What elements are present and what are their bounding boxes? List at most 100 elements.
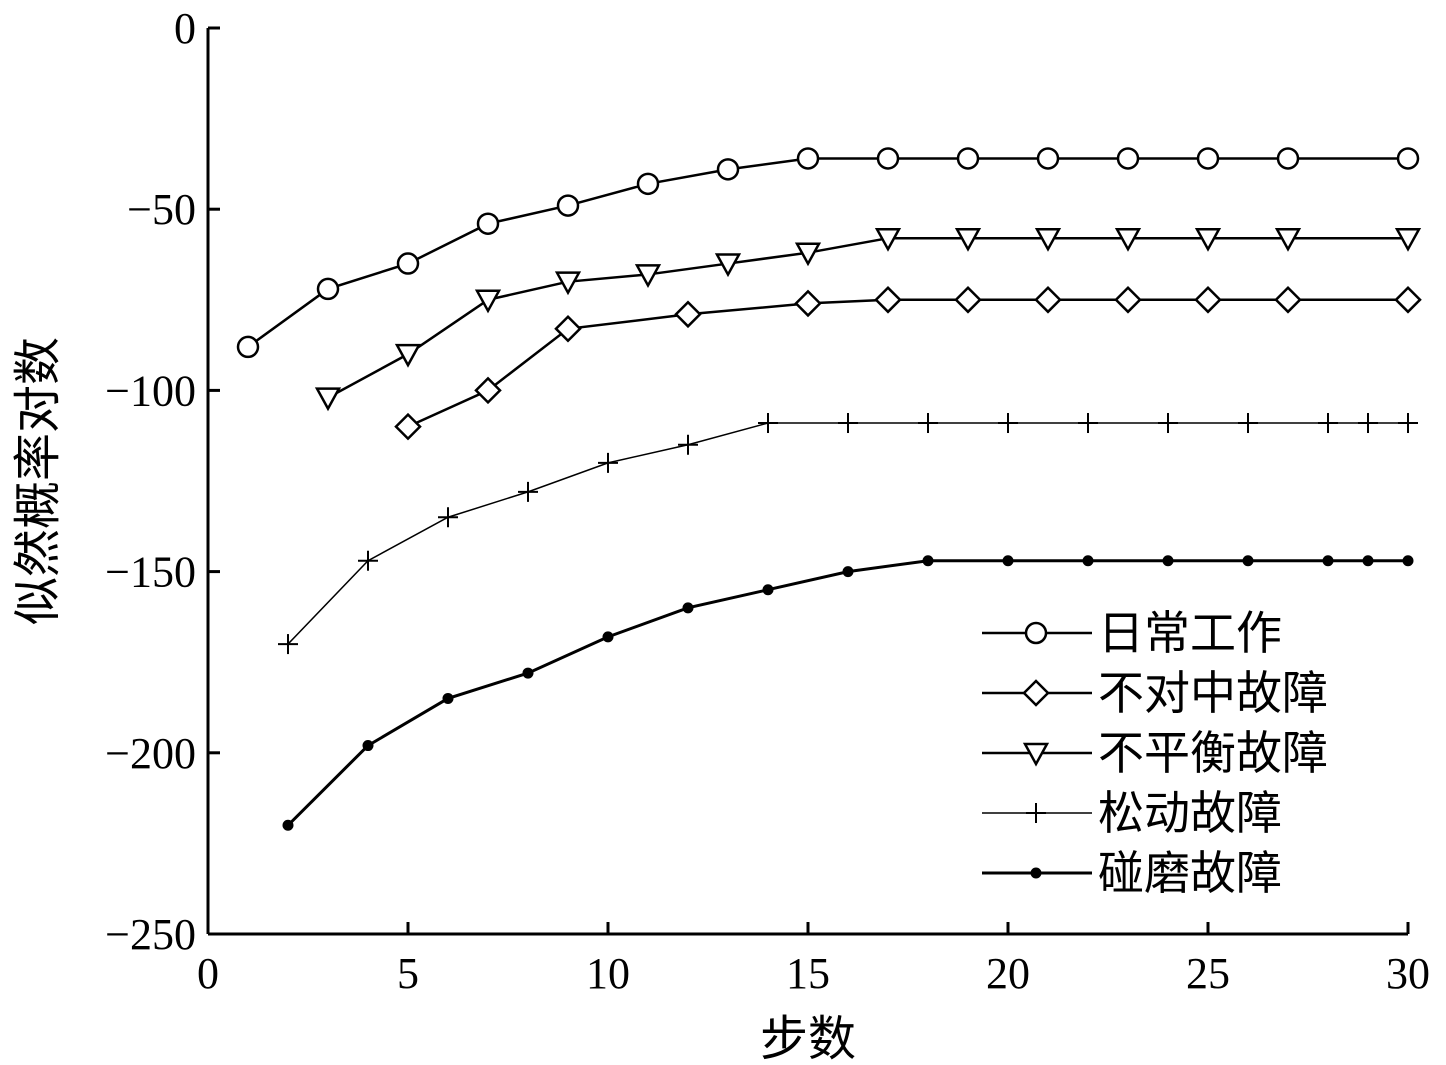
y-axis-title: 似然概率对数 bbox=[10, 337, 66, 625]
data-point bbox=[716, 158, 740, 181]
data-point bbox=[1036, 147, 1060, 170]
x-tick-label: 0 bbox=[197, 949, 219, 998]
series-line bbox=[286, 559, 1408, 827]
data-point bbox=[314, 387, 342, 412]
data-point bbox=[394, 412, 422, 441]
data-point bbox=[758, 413, 778, 434]
data-point bbox=[1362, 555, 1374, 567]
series-1 bbox=[394, 286, 1422, 441]
y-tick-label: −200 bbox=[105, 729, 196, 778]
data-point bbox=[554, 271, 582, 296]
data-point bbox=[998, 413, 1018, 434]
data-point bbox=[442, 692, 454, 704]
series-4 bbox=[282, 555, 1414, 831]
x-tick-label: 25 bbox=[1186, 949, 1230, 998]
data-point bbox=[1078, 413, 1098, 434]
data-point bbox=[956, 147, 980, 170]
data-point bbox=[874, 227, 902, 252]
data-point bbox=[954, 286, 982, 314]
data-point bbox=[474, 289, 502, 314]
data-point bbox=[682, 602, 694, 614]
series-3 bbox=[278, 413, 1418, 655]
data-point bbox=[874, 286, 902, 314]
legend-marker bbox=[1026, 803, 1046, 823]
y-tick-label: −150 bbox=[105, 548, 196, 597]
data-point bbox=[1276, 147, 1300, 170]
data-point bbox=[556, 194, 580, 217]
data-point bbox=[438, 507, 458, 528]
series-0 bbox=[236, 147, 1420, 359]
legend-item: 不对中故障 bbox=[982, 666, 1328, 720]
data-point bbox=[1274, 286, 1302, 314]
series-line bbox=[247, 157, 1408, 348]
series-layer bbox=[236, 147, 1422, 831]
legend-label: 日常工作 bbox=[1098, 606, 1282, 660]
x-tick-label: 20 bbox=[986, 949, 1030, 998]
data-point bbox=[842, 566, 854, 578]
data-point bbox=[1402, 555, 1414, 567]
series-2 bbox=[314, 227, 1422, 412]
data-point bbox=[282, 819, 294, 831]
data-point bbox=[396, 252, 420, 275]
legend-item: 松动故障 bbox=[982, 786, 1282, 840]
legend-marker bbox=[1022, 742, 1050, 767]
data-point bbox=[1034, 286, 1062, 314]
data-point bbox=[602, 631, 614, 643]
y-tick-label: −100 bbox=[105, 366, 196, 415]
data-point bbox=[358, 550, 378, 571]
data-point bbox=[762, 584, 774, 596]
legend-item: 日常工作 bbox=[982, 606, 1282, 660]
x-tick-label: 30 bbox=[1386, 949, 1430, 998]
ticks: 0 5 10 15 20 25 30 0 −50 −100 −150 −200 −250 bbox=[105, 4, 1430, 998]
data-point bbox=[394, 343, 422, 368]
data-point bbox=[636, 172, 660, 196]
data-point bbox=[1002, 555, 1014, 567]
data-point bbox=[554, 315, 582, 343]
data-point bbox=[1394, 286, 1422, 314]
data-point bbox=[714, 253, 742, 278]
data-point bbox=[1318, 413, 1338, 434]
legend-marker bbox=[1024, 621, 1048, 645]
data-point bbox=[634, 264, 662, 289]
data-point bbox=[1396, 147, 1420, 170]
data-point bbox=[1196, 147, 1220, 170]
legend-item: 碰磨故障 bbox=[982, 846, 1282, 900]
data-point bbox=[1322, 555, 1334, 567]
data-point bbox=[674, 300, 702, 329]
data-point bbox=[1238, 413, 1258, 434]
legend-label: 不对中故障 bbox=[1098, 666, 1328, 720]
data-point bbox=[236, 335, 260, 359]
series-line bbox=[407, 298, 1408, 428]
x-tick-label: 10 bbox=[586, 949, 630, 998]
data-point bbox=[922, 555, 934, 567]
data-point bbox=[678, 434, 698, 455]
data-point bbox=[954, 227, 982, 252]
x-axis-title: 步数 bbox=[760, 1011, 856, 1065]
series-line bbox=[287, 422, 1408, 645]
data-point bbox=[474, 376, 502, 405]
legend-marker bbox=[1022, 679, 1050, 707]
data-point bbox=[1274, 227, 1302, 252]
data-point bbox=[876, 147, 900, 170]
y-tick-label: 0 bbox=[174, 4, 196, 53]
data-point bbox=[316, 277, 340, 301]
data-point bbox=[1194, 227, 1222, 252]
data-point bbox=[1114, 286, 1142, 314]
legend-label: 松动故障 bbox=[1098, 786, 1282, 840]
data-point bbox=[1162, 555, 1174, 567]
data-point bbox=[838, 413, 858, 434]
x-tick-label: 15 bbox=[786, 949, 830, 998]
legend-marker bbox=[1030, 867, 1042, 879]
legend-item: 不平衡故障 bbox=[982, 726, 1328, 780]
data-point bbox=[1034, 227, 1062, 252]
data-point bbox=[1158, 413, 1178, 434]
series-line bbox=[327, 236, 1408, 399]
data-point bbox=[598, 452, 618, 473]
data-point bbox=[1116, 147, 1140, 170]
y-tick-label: −250 bbox=[105, 910, 196, 959]
data-point bbox=[1242, 555, 1254, 567]
data-point bbox=[1358, 413, 1378, 434]
data-point bbox=[918, 413, 938, 434]
